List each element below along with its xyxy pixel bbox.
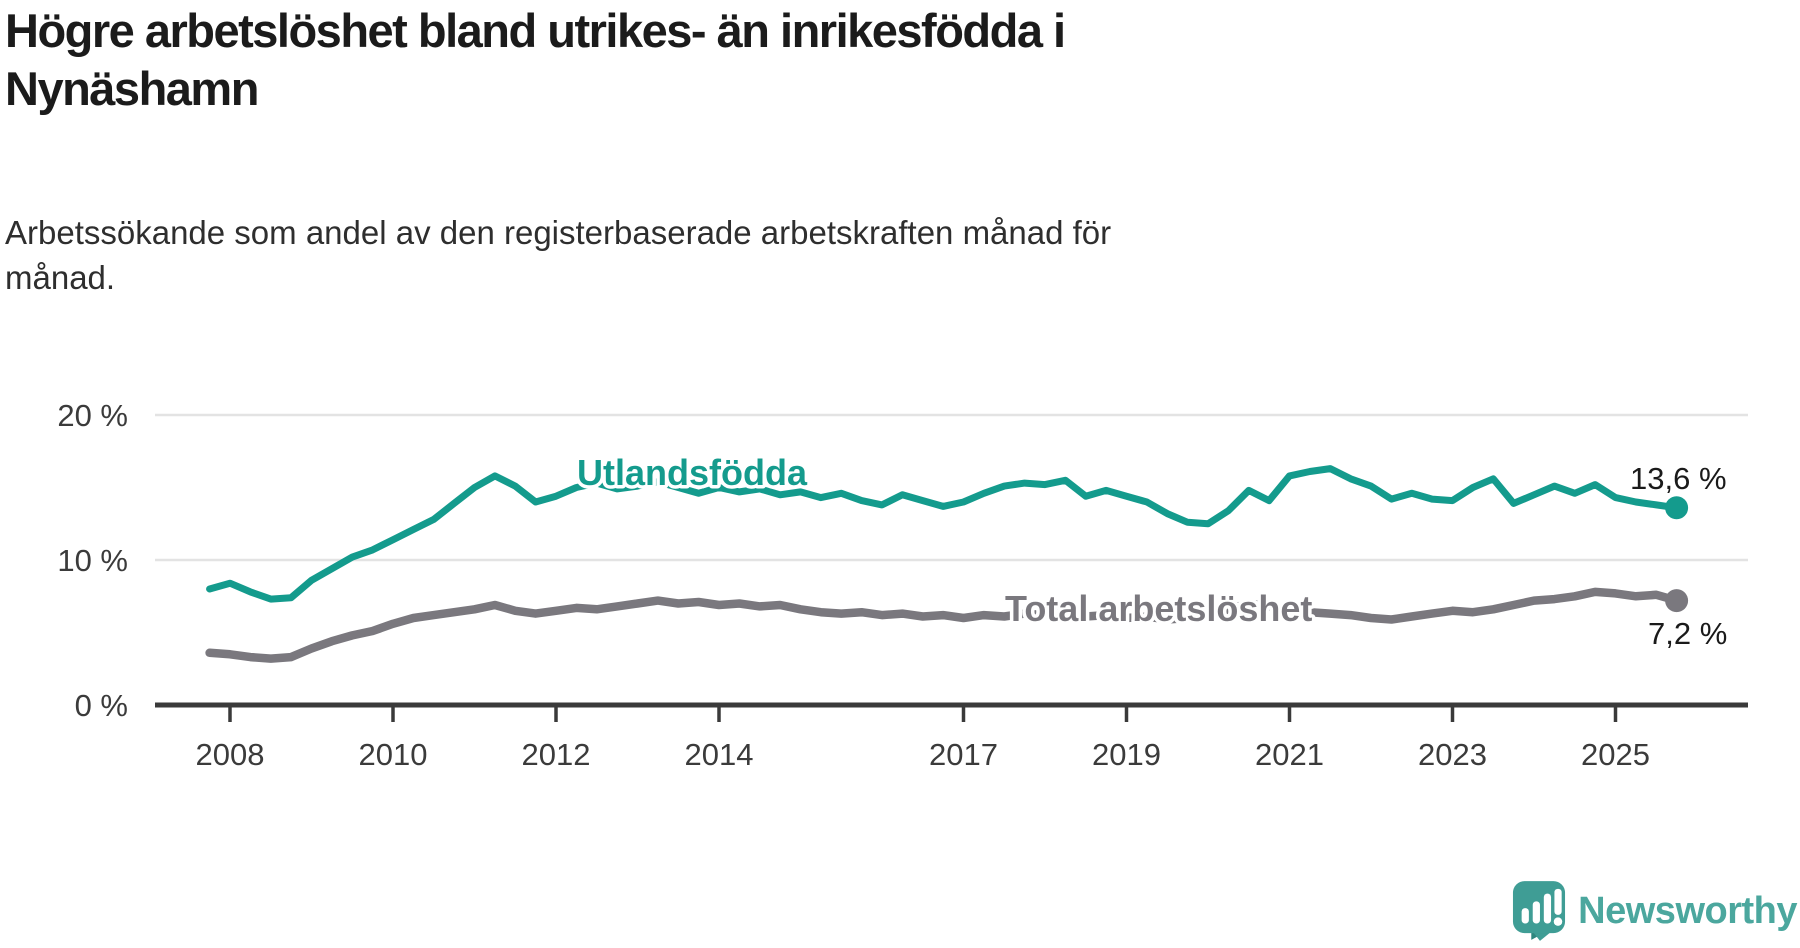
utlandsfodda-end-dot <box>1665 496 1689 520</box>
brand-footer: Newsworthy <box>1512 880 1797 942</box>
x-tick-label: 2014 <box>685 737 754 772</box>
total-arbetsloshet-line <box>205 587 1681 663</box>
x-tick-label: 2023 <box>1418 737 1487 772</box>
total-arbetsloshet-end-dot <box>1665 589 1689 613</box>
x-tick-label: 2008 <box>196 737 265 772</box>
y-tick-label: 0 % <box>75 688 128 723</box>
logo-bars-icon <box>1521 888 1563 926</box>
x-tick-label: 2021 <box>1255 737 1324 772</box>
x-tick-labels: 2008 2010 2012 2014 2017 2019 2021 2023 2025 <box>196 737 1650 772</box>
y-tick-label: 10 % <box>57 543 128 578</box>
newsworthy-logo-icon <box>1513 881 1566 941</box>
utlandsfodda-label: Utlandsfödda <box>577 452 808 493</box>
y-tick-label: 20 % <box>57 398 128 433</box>
gridlines <box>155 413 1748 562</box>
brand-name: Newsworthy <box>1578 889 1797 932</box>
utlandsfodda-end-value: 13,6 % <box>1630 461 1727 496</box>
total-arbetsloshet-end-value: 7,2 % <box>1648 616 1727 651</box>
x-tick-label: 2019 <box>1092 737 1161 772</box>
x-tick-label: 2010 <box>359 737 428 772</box>
total-arbetsloshet-label: Total arbetslöshet <box>1005 588 1312 629</box>
utlandsfodda-line <box>206 465 1681 603</box>
x-tick-label: 2017 <box>929 737 998 772</box>
chart-subtitle: Arbetssökande som andel av den registerb… <box>5 214 1112 296</box>
page-title: Högre arbetslöshet bland utrikes- än inr… <box>5 4 1066 115</box>
y-tick-labels: 0 % 10 % 20 % <box>57 398 128 723</box>
x-axis <box>155 702 1748 722</box>
x-tick-label: 2012 <box>522 737 591 772</box>
x-tick-label: 2025 <box>1581 737 1650 772</box>
